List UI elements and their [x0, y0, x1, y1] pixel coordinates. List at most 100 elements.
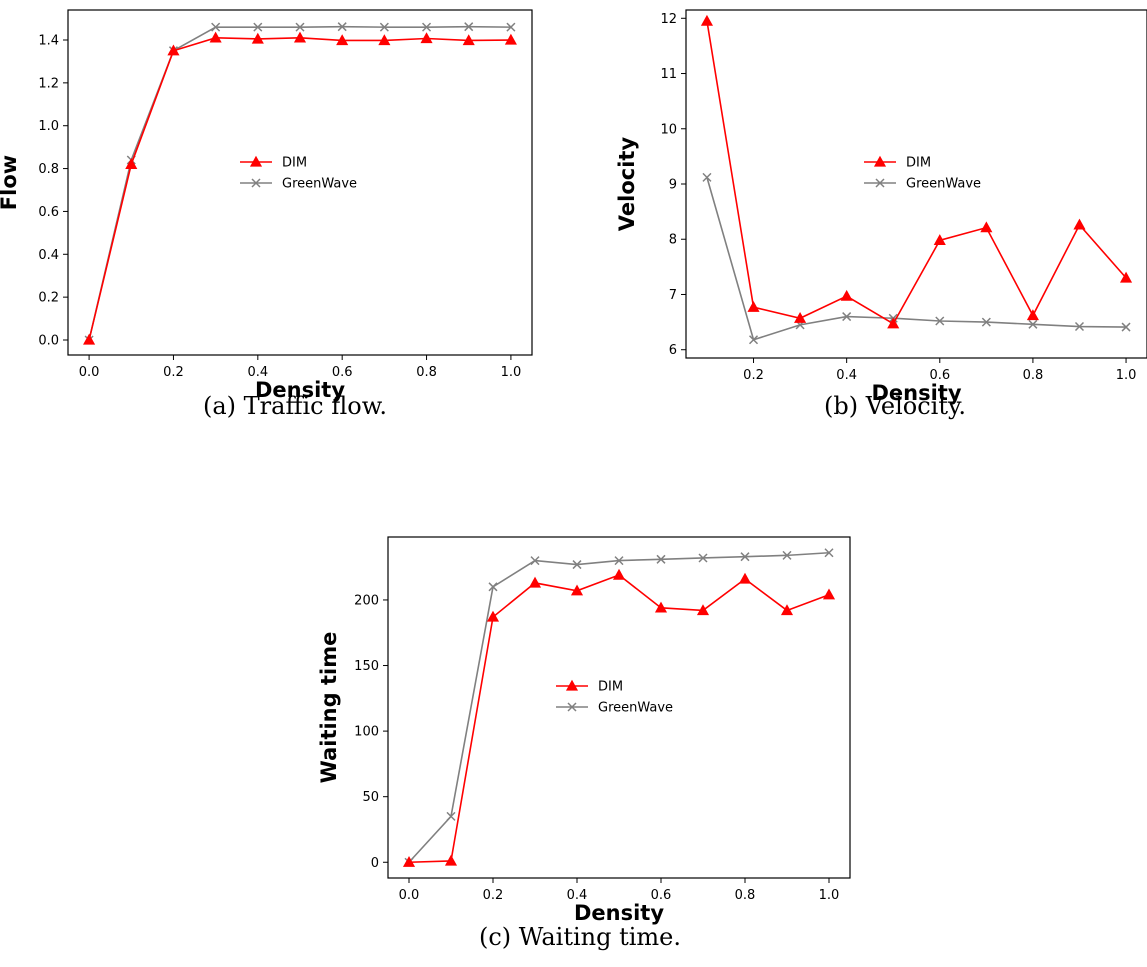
series-line-dim — [408, 574, 830, 864]
data-point-greenwave — [1121, 322, 1131, 332]
data-point-greenwave — [337, 22, 347, 32]
series-dim — [402, 568, 836, 867]
series-greenwave — [702, 172, 1131, 345]
data-point-greenwave — [253, 22, 263, 32]
data-point-greenwave — [530, 556, 540, 566]
y-tick-label: 8 — [669, 233, 677, 248]
legend: DIM GreenWave — [864, 156, 981, 192]
y-tick-label: 0.0 — [38, 334, 59, 349]
legend-label-dim: DIM — [906, 156, 931, 171]
data-point-dim — [738, 572, 752, 584]
data-point-greenwave — [824, 548, 834, 558]
y-tick-label: 0.8 — [38, 162, 59, 177]
data-point-greenwave — [698, 553, 708, 563]
x-tick-label: 0.4 — [567, 888, 588, 903]
data-point-dim — [444, 854, 458, 866]
y-tick-label: 1.4 — [38, 34, 59, 49]
y-tick-label: 0.6 — [38, 205, 59, 220]
y-tick-label: 150 — [354, 659, 379, 674]
data-point-greenwave — [1028, 319, 1038, 329]
y-tick-label: 6 — [669, 343, 677, 358]
x-tick-label: 1.0 — [1116, 368, 1137, 383]
x-tick-label: 0.2 — [483, 888, 504, 903]
x-tick-label: 0.6 — [929, 368, 950, 383]
y-tick-label: 7 — [669, 288, 677, 303]
data-point-dim — [696, 604, 710, 616]
data-point-dim — [840, 289, 853, 301]
caption-velocity: (b) Velocity. — [824, 392, 966, 420]
data-point-dim — [570, 584, 584, 596]
data-point-dim — [420, 32, 433, 44]
data-point-greenwave — [295, 22, 305, 32]
legend-marker-greenwave — [567, 702, 577, 712]
caption-traffic-flow: (a) Traffic flow. — [202, 392, 388, 420]
x-tick-label: 0.8 — [1023, 368, 1044, 383]
caption-waiting-time: (c) Waiting time. — [478, 923, 682, 951]
data-point-dim — [336, 34, 349, 46]
x-tick-label: 0.4 — [836, 368, 857, 383]
data-point-dim — [402, 856, 416, 867]
data-point-greenwave — [614, 556, 624, 566]
chart-waiting-time-svg: 0.0 0.2 0.4 0.6 0.8 1.0 0 50 100 150 200 Density Wai… — [317, 536, 851, 925]
y-axis-label: Waiting time — [317, 632, 341, 784]
plot-frame — [387, 536, 851, 879]
x-tick-label: 0.4 — [247, 365, 268, 380]
data-point-dim — [504, 33, 517, 45]
data-point-greenwave — [782, 550, 792, 560]
x-tick-label: 0.8 — [735, 888, 756, 903]
chart-velocity-svg: 0.2 0.4 0.6 0.8 1.0 6 7 8 9 10 11 12 Density Velocity… — [615, 9, 1147, 405]
x-axis-label: Density — [255, 378, 345, 402]
x-tick-label: 0.2 — [163, 365, 184, 380]
series-line-dim — [706, 20, 1127, 325]
legend-marker-greenwave — [251, 178, 261, 188]
data-point-dim — [1073, 218, 1086, 230]
data-point-greenwave — [935, 316, 945, 326]
chart-waiting-time: 0.0 0.2 0.4 0.6 0.8 1.0 0 50 100 150 200 Density Wai… — [300, 510, 860, 967]
y-tick-label: 11 — [660, 67, 677, 82]
chart-traffic-flow-svg: 0.0 0.2 0.4 0.6 0.8 1.0 0.0 0.2 0.4 0.6 0.8 1.0 1.2 1… — [0, 9, 533, 402]
chart-traffic-flow: 0.0 0.2 0.4 0.6 0.8 1.0 0.0 0.2 0.4 0.6 0.8 1.0 1.2 1… — [0, 0, 560, 460]
data-point-greenwave — [446, 811, 456, 821]
y-tick-label: 9 — [669, 178, 677, 193]
legend-marker-dim — [249, 155, 263, 167]
y-tick-label: 0.2 — [38, 291, 59, 306]
data-point-dim — [486, 610, 500, 622]
data-point-greenwave — [464, 22, 474, 32]
x-tick-label: 0.6 — [651, 888, 672, 903]
data-point-dim — [1119, 271, 1133, 283]
data-point-greenwave — [981, 317, 991, 327]
data-point-dim — [293, 31, 307, 43]
legend-marker-dim — [873, 155, 887, 167]
x-tick-label: 0.2 — [743, 368, 764, 383]
x-tick-label: 0.0 — [79, 365, 100, 380]
data-point-dim — [167, 44, 180, 56]
legend-label-dim: DIM — [598, 680, 623, 695]
y-tick-label: 0 — [371, 856, 379, 871]
legend-label-greenwave: GreenWave — [598, 701, 673, 716]
data-point-dim — [887, 317, 900, 329]
x-axis-label: Density — [871, 381, 961, 405]
data-point-dim — [209, 31, 222, 43]
data-point-dim — [794, 311, 807, 323]
data-point-dim — [378, 34, 391, 46]
data-point-greenwave — [1074, 321, 1085, 332]
data-point-dim — [980, 221, 993, 233]
data-point-dim — [700, 14, 714, 26]
series-dim — [700, 14, 1133, 329]
series-dim — [83, 31, 517, 345]
y-tick-label: 100 — [354, 725, 379, 740]
legend-label-greenwave: GreenWave — [906, 177, 981, 192]
y-tick-label: 12 — [660, 12, 677, 27]
data-point-dim — [654, 601, 668, 613]
x-tick-label: 0.6 — [332, 365, 353, 380]
legend-label-dim: DIM — [282, 156, 307, 171]
x-tick-label: 0.8 — [416, 365, 437, 380]
x-axis-label: Density — [574, 901, 664, 925]
plot-frame — [67, 9, 533, 356]
data-point-dim — [1026, 309, 1039, 321]
data-point-dim — [462, 34, 475, 46]
legend: DIM GreenWave — [556, 680, 673, 716]
data-point-greenwave — [211, 22, 221, 32]
legend-marker-greenwave — [875, 178, 885, 188]
legend: DIM GreenWave — [240, 156, 357, 192]
